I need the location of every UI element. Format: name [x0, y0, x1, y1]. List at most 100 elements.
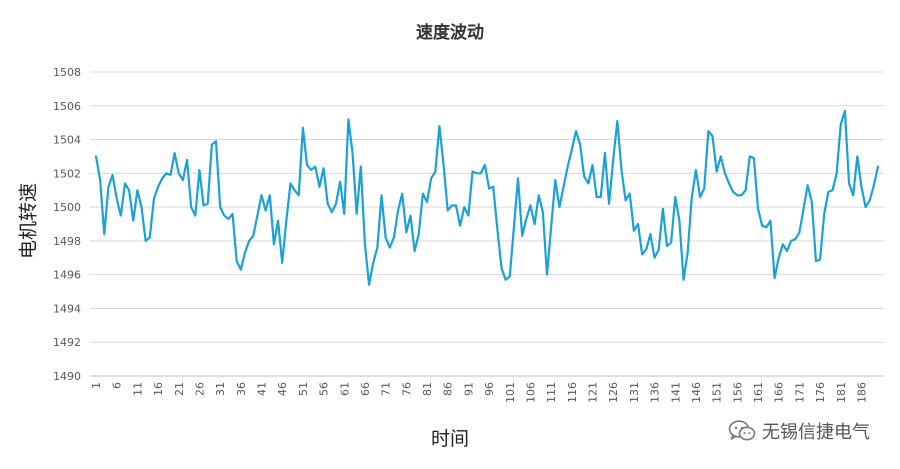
data-point: [633, 230, 635, 232]
wechat-icon: [728, 419, 756, 443]
data-point: [261, 194, 263, 196]
y-tick-label: 1504: [53, 134, 81, 147]
data-point: [617, 120, 619, 122]
data-point: [873, 184, 875, 186]
data-point: [248, 240, 250, 242]
x-tick-label: 96: [483, 382, 496, 396]
data-point: [579, 144, 581, 146]
data-point: [463, 206, 465, 208]
data-point: [273, 243, 275, 245]
data-point: [708, 130, 710, 132]
data-point: [476, 173, 478, 175]
data-point: [306, 164, 308, 166]
y-tick-label: 1508: [53, 66, 81, 79]
data-point: [526, 218, 528, 220]
x-tick-label: 186: [855, 382, 868, 403]
data-point: [112, 174, 114, 176]
x-tick-label: 1: [90, 382, 103, 389]
data-point: [153, 198, 155, 200]
x-tick-label: 11: [131, 382, 144, 396]
data-point: [840, 124, 842, 126]
data-point: [683, 279, 685, 281]
data-point: [737, 194, 739, 196]
data-point: [720, 156, 722, 158]
data-point: [790, 240, 792, 242]
data-point: [712, 135, 714, 137]
x-tick-label: 71: [380, 382, 393, 396]
data-point: [691, 196, 693, 198]
data-point: [178, 173, 180, 175]
data-point: [459, 225, 461, 227]
data-point: [501, 267, 503, 269]
data-point: [190, 206, 192, 208]
x-tick-label: 161: [752, 382, 765, 403]
x-tick-label: 146: [690, 382, 703, 403]
data-point: [571, 149, 573, 151]
x-tick-label: 156: [731, 382, 744, 403]
data-point: [836, 173, 838, 175]
data-point: [149, 237, 151, 239]
data-point: [741, 194, 743, 196]
data-point: [848, 183, 850, 185]
data-point: [786, 250, 788, 252]
chart-title: 速度波动: [416, 23, 484, 43]
data-point: [170, 174, 172, 176]
data-point: [538, 194, 540, 196]
data-point: [103, 233, 105, 235]
data-point: [596, 196, 598, 198]
data-point: [497, 228, 499, 230]
x-tick-label: 41: [256, 382, 269, 396]
series-line: [94, 109, 880, 286]
data-point: [294, 189, 296, 191]
data-point: [757, 208, 759, 210]
data-point: [861, 186, 863, 188]
x-tick-label: 36: [235, 382, 248, 396]
data-point: [174, 152, 176, 154]
data-point: [546, 274, 548, 276]
data-point: [530, 205, 532, 207]
data-point: [588, 183, 590, 185]
data-point: [195, 215, 197, 217]
data-point: [99, 179, 101, 181]
data-point: [865, 206, 867, 208]
data-point: [228, 218, 230, 220]
x-tick-label: 171: [793, 382, 806, 403]
data-point: [335, 203, 337, 205]
data-point: [186, 159, 188, 161]
data-point: [236, 260, 238, 262]
x-tick-label: 61: [338, 382, 351, 396]
data-point: [389, 247, 391, 249]
x-tick-label: 31: [214, 382, 227, 396]
x-tick-label: 181: [835, 382, 848, 403]
data-point: [298, 194, 300, 196]
data-point: [654, 257, 656, 259]
watermark-text: 无锡信捷电气: [762, 422, 870, 443]
y-tick-label: 1492: [53, 336, 81, 349]
x-tick-label: 81: [421, 382, 434, 396]
data-point: [612, 159, 614, 161]
data-point: [703, 188, 705, 190]
x-tick-label: 126: [607, 382, 620, 403]
data-point: [397, 210, 399, 212]
data-point: [761, 225, 763, 227]
data-point: [492, 186, 494, 188]
watermark: 无锡信捷电气: [728, 418, 870, 444]
data-point: [145, 240, 147, 242]
data-point: [310, 169, 312, 171]
data-point: [360, 166, 362, 168]
data-point: [348, 118, 350, 120]
data-point: [422, 193, 424, 195]
data-point: [521, 235, 523, 237]
data-point: [799, 232, 801, 234]
x-axis-label: 时间: [430, 428, 469, 450]
data-point: [658, 249, 660, 251]
data-point: [857, 156, 859, 158]
data-point: [166, 173, 168, 175]
data-point: [621, 169, 623, 171]
x-tick-label: 86: [442, 382, 455, 396]
y-tick-label: 1506: [53, 100, 81, 113]
data-point: [343, 213, 345, 215]
x-tick-label: 51: [297, 382, 310, 396]
data-point: [629, 193, 631, 195]
data-point: [819, 259, 821, 261]
